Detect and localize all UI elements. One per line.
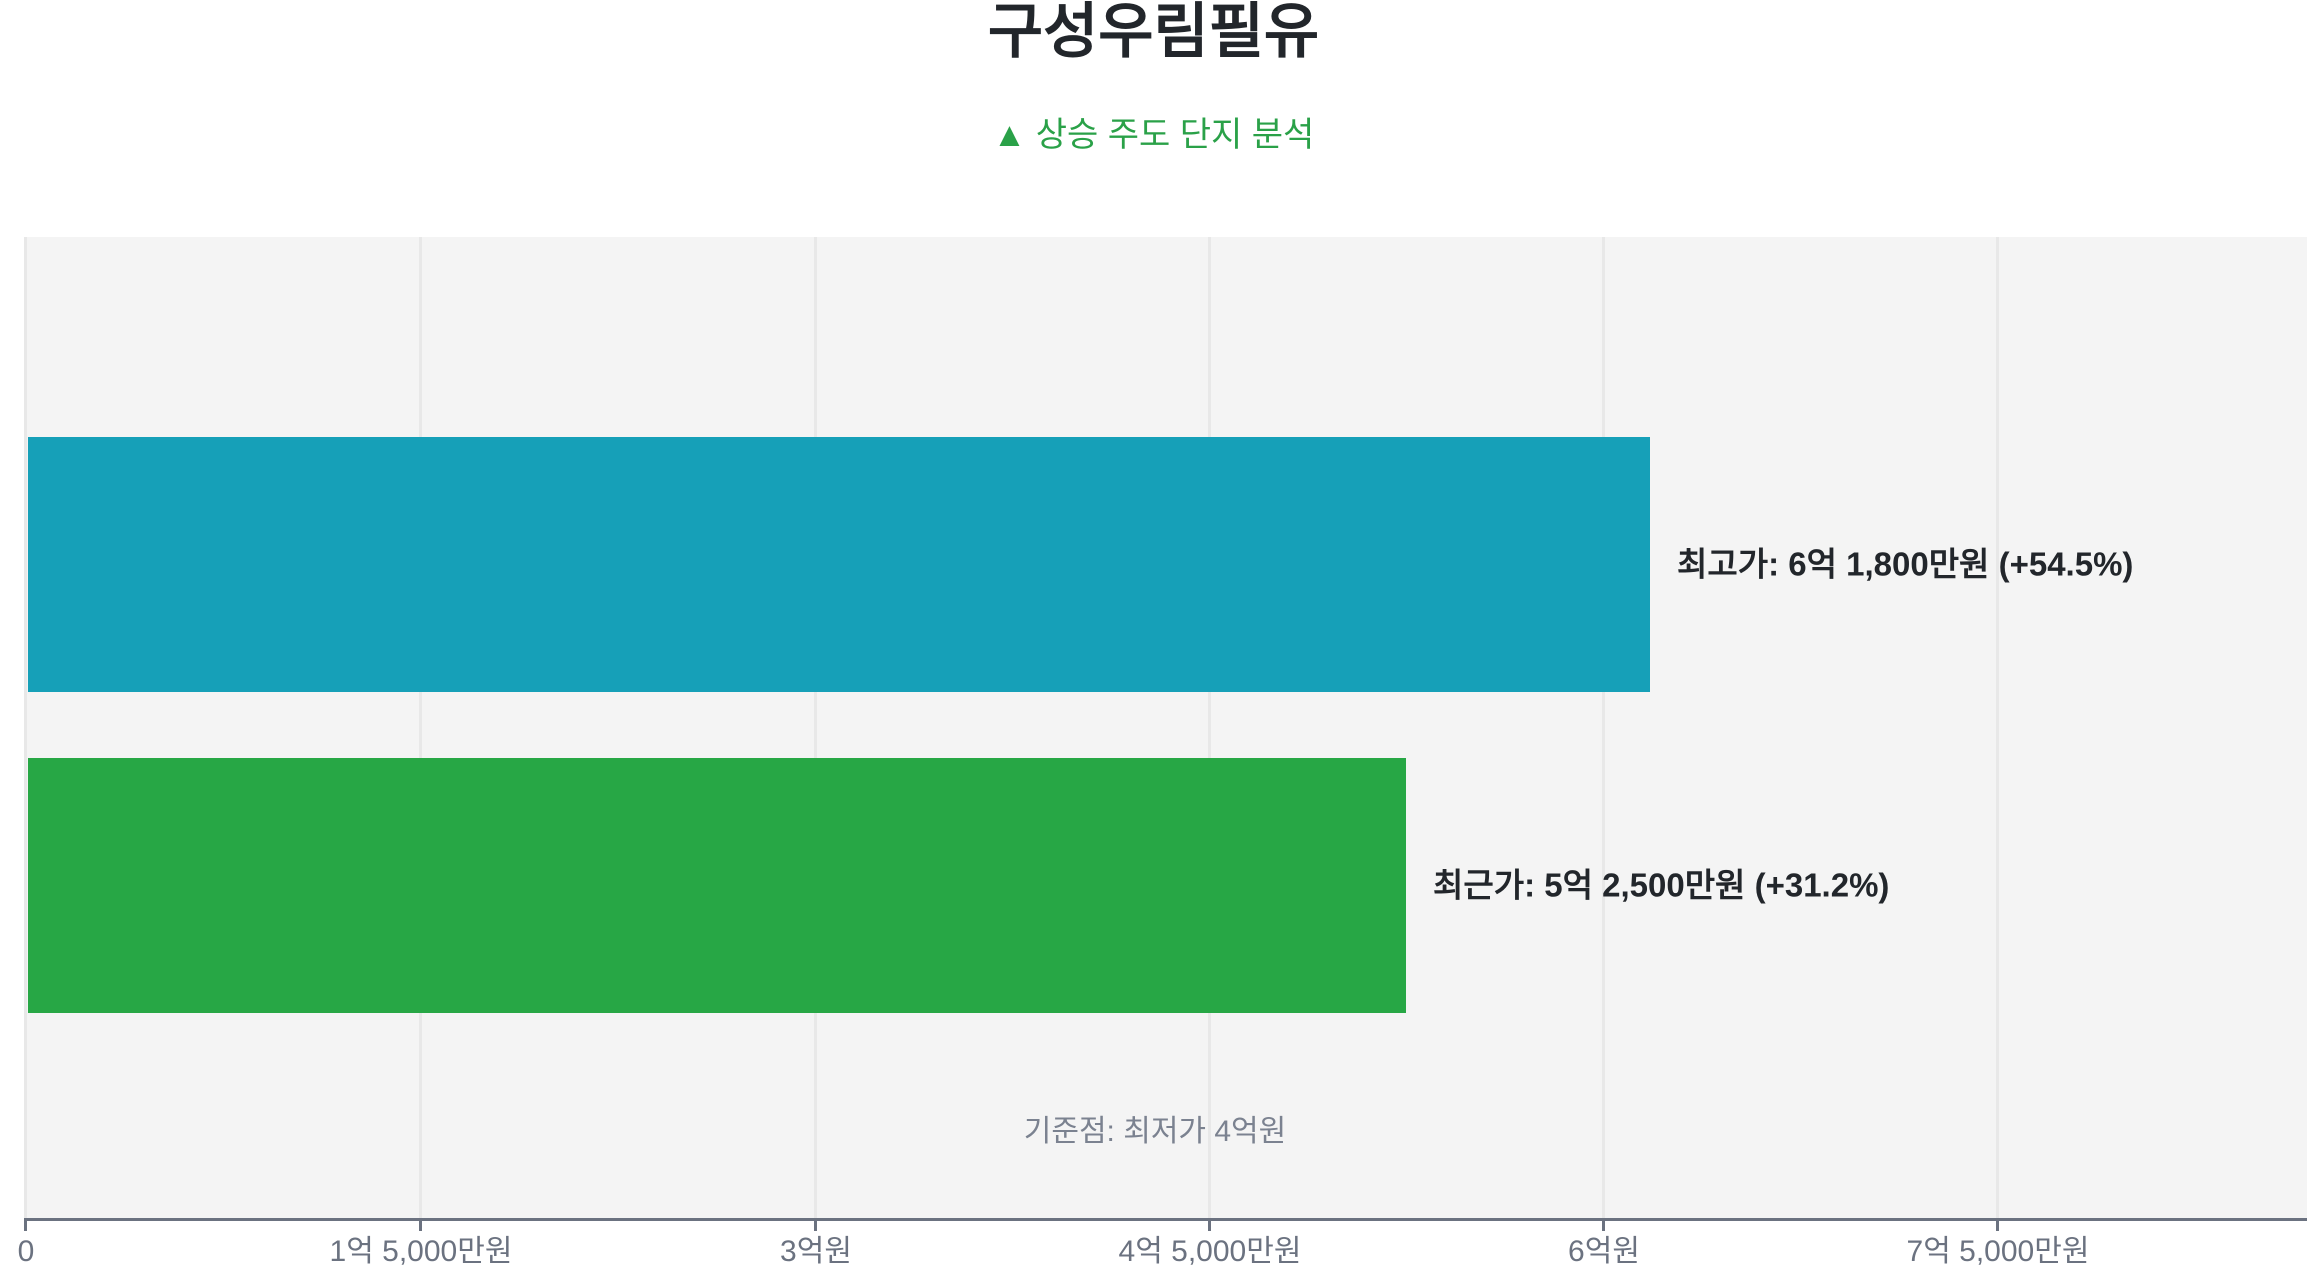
gridline-3 — [1208, 237, 1211, 1218]
bar-highest-price[interactable] — [28, 437, 1650, 692]
chart-subtitle: ▲ 상승 주도 단지 분석 — [992, 116, 1315, 154]
xtick-label-3: 4억 5,000만원 — [1118, 1235, 1302, 1268]
gridline-0 — [24, 237, 27, 1218]
bar-recent-price[interactable] — [28, 758, 1406, 1013]
xtick-mark-4 — [1602, 1218, 1605, 1231]
bar-label-highest-price: 최고가: 6억 1,800만원 (+54.5%) — [1677, 545, 2134, 583]
xtick-label-5: 7억 5,000만원 — [1906, 1235, 2090, 1268]
baseline-annotation: 기준점: 최저가 4억원 — [1023, 1115, 1287, 1148]
xtick-label-4: 6억원 — [1568, 1235, 1640, 1268]
xtick-mark-1 — [419, 1218, 422, 1231]
xtick-label-0: 0 — [17, 1235, 35, 1268]
gridline-5 — [1996, 237, 1999, 1218]
xtick-label-1: 1억 5,000만원 — [329, 1235, 513, 1268]
plot-area: 최고가: 6억 1,800만원 (+54.5%) 최근가: 5억 2,500만원… — [18, 237, 2307, 1267]
bar-label-recent-price: 최근가: 5억 2,500만원 (+31.2%) — [1433, 866, 1890, 904]
gridline-2 — [814, 237, 817, 1218]
xtick-label-2: 3억원 — [780, 1235, 852, 1268]
xtick-mark-2 — [814, 1218, 817, 1231]
gridline-4 — [1602, 237, 1605, 1218]
xtick-mark-5 — [1996, 1218, 1999, 1231]
chart-title: 구성우림필유 — [987, 0, 1320, 65]
xtick-mark-0 — [24, 1218, 27, 1231]
xtick-mark-3 — [1208, 1218, 1211, 1231]
gridline-1 — [419, 237, 422, 1218]
